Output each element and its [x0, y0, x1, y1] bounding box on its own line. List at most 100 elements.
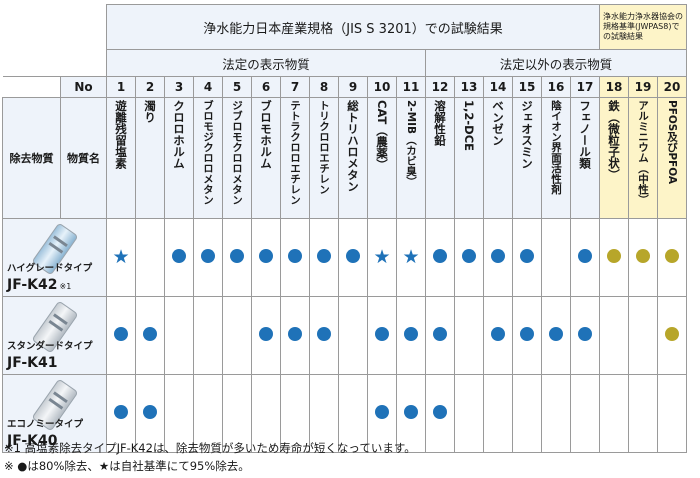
substance-name-2: 濁り: [135, 97, 165, 219]
result-cell: [309, 218, 339, 297]
substance-name-17: フェノール類: [570, 97, 600, 219]
substance-no-7: 7: [280, 76, 310, 98]
dot-icon: [578, 327, 592, 341]
substance-name-text: ブロモホルム: [259, 100, 273, 169]
substance-name-10: CAT（農薬）: [367, 97, 397, 219]
substance-no-8: 8: [309, 76, 339, 98]
dot-icon: [491, 249, 505, 263]
substance-name-text: 1,2-DCE: [462, 100, 476, 151]
dot-icon: [491, 327, 505, 341]
substance-no-14: 14: [483, 76, 513, 98]
substance-name-text: テトラクロロエチレン: [289, 100, 301, 205]
result-cell: [135, 374, 165, 453]
legal-substances-title: 法定の表示物質: [106, 49, 426, 77]
result-cell: [657, 374, 687, 453]
substance-no-9: 9: [338, 76, 368, 98]
substance-no-1: 1: [106, 76, 136, 98]
substance-name-text: トリクロロエチレン: [318, 100, 330, 195]
nonlegal-substances-title: 法定以外の表示物質: [425, 49, 687, 77]
substance-name-11: 2-MIB（カビ臭）: [396, 97, 426, 219]
dot-icon: [462, 249, 476, 263]
result-cell: [338, 218, 368, 297]
substance-name-9: 総トリハロメタン: [338, 97, 368, 219]
substance-no-12: 12: [425, 76, 455, 98]
result-cell: [541, 296, 571, 375]
result-cell: [367, 296, 397, 375]
result-cell: [628, 374, 658, 453]
product-code: JF-K42 ※1: [7, 277, 72, 293]
result-cell: [280, 296, 310, 375]
dot-icon: [317, 249, 331, 263]
product-row: ハイグレードタイプ JF-K42 ※1 ★ ★ ★: [2, 218, 687, 297]
result-cell: [106, 374, 136, 453]
star-icon: ★: [402, 246, 420, 268]
substance-name-text: ジェオスミン: [520, 100, 534, 169]
substance-no-3: 3: [164, 76, 194, 98]
product-row: エコノミータイプ JF-K40: [2, 374, 687, 453]
substance-name-16: 陰イオン界面活性剤: [541, 97, 571, 219]
result-cell: [222, 218, 252, 297]
substance-no-4: 4: [193, 76, 223, 98]
substance-name-1: 遊離残留塩素: [106, 97, 136, 219]
dot-icon: [375, 405, 389, 419]
substance-name-text: クロロホルム: [172, 100, 186, 169]
result-cell: [599, 296, 629, 375]
substance-name-18: 鉄（微粒子状）: [599, 97, 629, 219]
dot-icon: [404, 327, 418, 341]
star-icon: ★: [112, 246, 130, 268]
result-cell: [512, 374, 542, 453]
result-cell: [425, 296, 455, 375]
jis-title: 浄水能力日本産業規格（JIS S 3201）での試験結果: [106, 4, 600, 50]
result-cell: [657, 218, 687, 297]
dot-icon: [143, 327, 157, 341]
result-cell: ★: [396, 218, 426, 297]
result-cell: [251, 218, 281, 297]
dot-icon: [114, 405, 128, 419]
substance-name-text: 鉄（微粒子状）: [607, 100, 621, 181]
dot-icon: [201, 249, 215, 263]
result-cell: [628, 218, 658, 297]
substance-no-15: 15: [512, 76, 542, 98]
result-cell: [251, 296, 281, 375]
dot-icon: [520, 249, 534, 263]
yellow-dot-icon: [607, 249, 621, 263]
result-cell: [599, 374, 629, 453]
substance-name-text: 総トリハロメタン: [346, 100, 360, 192]
yellow-dot-icon: [665, 327, 679, 341]
result-cell: [570, 296, 600, 375]
product-code: JF-K41: [7, 355, 58, 371]
dot-icon: [230, 249, 244, 263]
dot-icon: [578, 249, 592, 263]
result-cell: [338, 296, 368, 375]
result-cell: [483, 296, 513, 375]
substance-name-text: PFOS及びPFOA: [666, 100, 678, 184]
substance-no-18: 18: [599, 76, 629, 98]
product-type: ハイグレードタイプ: [7, 263, 93, 274]
dot-icon: [143, 405, 157, 419]
substance-no-13: 13: [454, 76, 484, 98]
dot-icon: [433, 249, 447, 263]
substance-name-6: ブロモホルム: [251, 97, 281, 219]
test-results-table: 浄水能力日本産業規格（JIS S 3201）での試験結果 浄水能力浄水器協会の規…: [2, 4, 687, 453]
substance-name-text: アルミニウム（中性）: [637, 100, 649, 205]
substance-name-text: ブロモジクロロメタン: [202, 100, 214, 205]
result-cell: [512, 218, 542, 297]
substance-name-text: 遊離残留塩素: [114, 100, 128, 169]
substance-name-text: CAT（農薬）: [375, 100, 389, 171]
substance-name-text: ベンゼン: [491, 100, 505, 146]
result-cell: [541, 374, 571, 453]
dot-icon: [346, 249, 360, 263]
substance-no-5: 5: [222, 76, 252, 98]
result-cell: [164, 218, 194, 297]
result-cell: [135, 218, 165, 297]
yellow-dot-icon: [665, 249, 679, 263]
result-cell: [309, 296, 339, 375]
dot-icon: [288, 249, 302, 263]
result-cell: ★: [106, 218, 136, 297]
substance-name-15: ジェオスミン: [512, 97, 542, 219]
result-cell: [657, 296, 687, 375]
product-type: エコノミータイプ: [7, 419, 84, 430]
product-cell-jf-k41: スタンダードタイプ JF-K41: [2, 296, 107, 375]
substance-name-text: 溶解性鉛: [433, 100, 447, 146]
result-cell: [425, 218, 455, 297]
